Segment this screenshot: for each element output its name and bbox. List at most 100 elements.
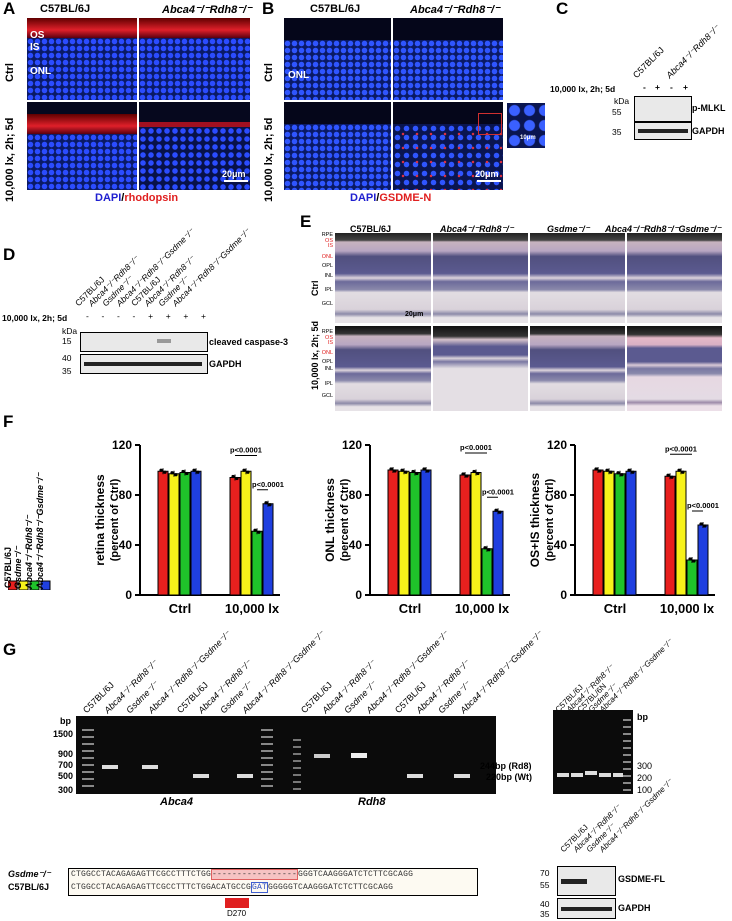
data-point (163, 470, 167, 474)
zoom-box-b (478, 113, 502, 135)
scale-b: 20μm (475, 169, 499, 179)
bar (492, 510, 504, 596)
bp-left: bp (60, 716, 71, 726)
sig-label: p<0.0001 (687, 501, 719, 510)
image-b-dko-light (393, 102, 503, 190)
ladder-r-100: 100 (637, 785, 653, 795)
panel-label-d: D (3, 245, 16, 264)
data-point (594, 467, 598, 471)
image-a-dko-light (139, 102, 250, 190)
sign-c-0: - (643, 82, 646, 92)
seq-label-ko: Gsdme⁻/⁻ (8, 869, 51, 879)
ladder-l-500: 500 (58, 771, 74, 781)
row-ctrl-b: Ctrl (263, 63, 275, 82)
label-is-a: IS (30, 42, 40, 53)
bar (229, 477, 241, 596)
data-point (677, 468, 681, 472)
x-tick-label: Ctrl (169, 601, 191, 616)
scale-a: 20μm (222, 169, 246, 179)
stain-legend-b: DAPI/GSDME-N (350, 192, 432, 204)
bar (420, 469, 432, 596)
data-point (426, 469, 430, 473)
histo-e-dko-light (433, 326, 528, 411)
bar (614, 473, 626, 596)
histo-e-tko-light (627, 326, 722, 411)
y-axis-label: ONL thickness (323, 478, 337, 562)
data-point (422, 467, 426, 471)
header-b-dko: Abca4⁻/⁻Rdh8⁻/⁻ (410, 4, 500, 16)
bar (675, 470, 687, 596)
histo-e-gsdme-ctrl (530, 233, 625, 323)
bar (697, 524, 709, 596)
data-point (483, 546, 487, 550)
sig-label: p<0.0001 (252, 480, 284, 489)
data-point (411, 469, 415, 474)
mw-d-15: 15 (62, 336, 72, 346)
band-g-gapdh: GAPDH (618, 903, 651, 913)
data-point (393, 469, 397, 473)
data-point (688, 557, 692, 561)
y-tick-label: 80 (349, 488, 363, 502)
label-os-a: OS (30, 30, 45, 41)
bar (481, 548, 493, 596)
data-point (242, 468, 246, 472)
blot-d-gapdh (80, 354, 208, 374)
sig-label: p<0.0001 (665, 444, 697, 453)
panel-label-b: B (262, 0, 275, 18)
image-b-wt-light (284, 102, 391, 190)
data-point (415, 471, 419, 476)
kda-c: kDa (614, 96, 630, 106)
mw-g-35: 35 (540, 909, 550, 919)
chart-retina-thickness: 0 40 80 120 retina thickness (percent of Ctrl… (93, 438, 284, 616)
legend-swatch-gsdme (18, 580, 29, 590)
data-point (246, 470, 250, 474)
bar (603, 470, 615, 596)
legend-swatches (8, 580, 51, 590)
data-point (231, 474, 235, 479)
label-onl-b: ONL (288, 70, 310, 81)
layers-e-top: RPE OS IS ONL OPL INL IPL GCL (321, 232, 333, 307)
data-point (631, 470, 635, 474)
ladder-l-700: 700 (58, 760, 74, 770)
bar (409, 472, 421, 596)
scale-e: 20μm (405, 311, 424, 318)
histo-e-gsdme-light (530, 326, 625, 411)
row-light-a: 10,000 lx, 2h; 5d (4, 117, 16, 202)
data-point (498, 510, 502, 514)
data-point (598, 469, 602, 473)
data-point (400, 468, 404, 472)
seq-ko-row: CTGGCCTACAGAGAGTTCGCCTTTCTGG------------… (71, 869, 414, 880)
x-tick-label: 10,000 lx (660, 601, 715, 616)
y-axis-label-unit: (percent of Ctrl) (109, 478, 121, 561)
legend-f-label-1: Gsdme⁻/⁻ (13, 546, 23, 589)
bar (240, 470, 252, 596)
blot-c-pmlkl (634, 96, 692, 122)
y-axis-label-unit: (percent of Ctrl) (544, 478, 556, 561)
bar (168, 473, 180, 596)
header-e-dko: Abca4⁻/⁻Rdh8⁻/⁻ (440, 224, 514, 234)
ladder-r-200: 200 (637, 773, 653, 783)
data-point (465, 474, 469, 478)
data-point (494, 508, 498, 512)
header-e-tko: Abca4⁻/⁻Rdh8⁻/⁻Gsdme⁻/⁻ (605, 224, 722, 234)
image-b-dko-ctrl (393, 18, 503, 100)
panel-label-e: E (300, 212, 312, 231)
x-tick-label: Ctrl (399, 601, 421, 616)
sign-c-3: + (683, 82, 688, 92)
header-e-wt: C57BL/6J (350, 224, 392, 234)
band-c-gapdh: GAPDH (692, 126, 725, 136)
lane-c-dko: Abca4⁻/⁻Rdh8⁻/⁻ (664, 22, 722, 81)
y-tick-label: 80 (554, 488, 568, 502)
site-label: D270 (227, 909, 247, 918)
sign-c-1: + (655, 82, 660, 92)
data-point (472, 469, 476, 474)
ladder-l-900: 900 (58, 749, 74, 759)
gel-genotyping (76, 716, 496, 794)
y-axis-label: retina thickness (93, 474, 107, 566)
layers-e-bottom: RPE OS IS ONL OPL INL IPL GCL (321, 329, 333, 399)
panel-label-f: F (3, 412, 14, 431)
lane-c-wt: C57BL/6J (630, 44, 666, 80)
data-point (196, 470, 200, 474)
header-dko: Abca4⁻/⁻Rdh8⁻/⁻ (162, 4, 252, 16)
row-light-b: 10,000 lx, 2h; 5d (263, 117, 275, 202)
